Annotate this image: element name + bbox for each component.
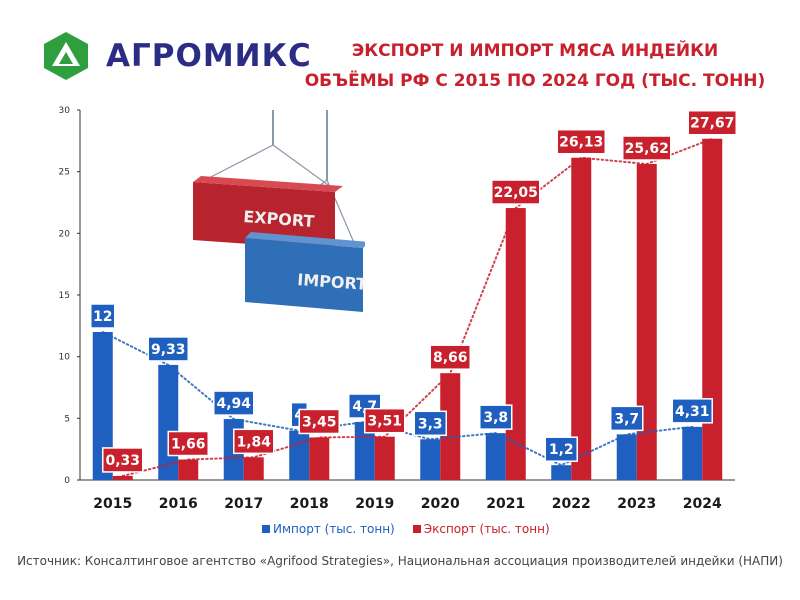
legend-swatch-import <box>262 525 270 533</box>
legend-item-import: Импорт (тыс. тонн) <box>262 522 395 536</box>
y-tick-label: 5 <box>64 414 70 424</box>
x-tick-label-2017: 2017 <box>224 496 263 512</box>
import-bar-2020 <box>420 439 441 480</box>
export-label-2024: 27,67 <box>690 116 734 132</box>
export-label-2016: 1,66 <box>171 437 206 453</box>
title-line-2: ОБЪЁМЫ РФ С 2015 ПО 2024 ГОД (ТЫС. ТОНН) <box>304 71 766 91</box>
import-label-2022-box <box>544 436 578 462</box>
export-label-2020: 8,66 <box>433 350 468 366</box>
export-label-2023-box <box>622 135 672 161</box>
import-bar-2023 <box>616 434 637 480</box>
import-bar-2021 <box>485 433 506 480</box>
y-tick-label: 25 <box>59 168 70 178</box>
export-label-2022: 26,13 <box>559 135 603 151</box>
import-label-2015: 12 <box>93 309 112 325</box>
import-bar-2024 <box>682 426 703 480</box>
export-bar-2017 <box>243 457 264 480</box>
x-tick-label-2020: 2020 <box>421 496 460 512</box>
y-tick-label: 20 <box>59 229 71 239</box>
brand-name: АГРОМИКС <box>106 38 312 74</box>
import-label-2024: 4,31 <box>675 404 710 420</box>
logo-hexagon-icon <box>44 32 88 80</box>
import-label-2023: 3,7 <box>614 411 639 427</box>
import-label-2016: 9,33 <box>151 342 186 358</box>
export-bar-2016 <box>178 459 199 480</box>
brand-logo: АГРОМИКС <box>40 30 312 82</box>
export-label-2018-box <box>298 408 340 435</box>
title-line-1: ЭКСПОРТ И ИМПОРТ МЯСА ИНДЕЙКИ <box>351 41 719 61</box>
import-label-2017: 4,94 <box>216 396 251 412</box>
export-label-2017-box <box>233 428 275 455</box>
export-label-2022-box <box>556 128 606 155</box>
import-bar-2015 <box>92 332 113 480</box>
y-tick-label: 10 <box>59 353 71 363</box>
export-label-2023: 25,62 <box>625 141 669 157</box>
legend-label-import: Импорт (тыс. тонн) <box>273 522 395 536</box>
legend-item-export: Экспорт (тыс. тонн) <box>412 522 550 536</box>
y-tick-label: 30 <box>59 106 71 116</box>
import-label-2015-box <box>90 303 116 329</box>
export-label-2024-box <box>687 109 737 136</box>
import-label-2022: 1,2 <box>549 442 574 458</box>
export-bar-2023 <box>636 164 657 480</box>
export-label-2015-box <box>102 447 144 473</box>
import-container-label: IMPORT <box>297 270 365 294</box>
x-tick-label-2015: 2015 <box>93 496 132 512</box>
x-tick-label-2024: 2024 <box>683 496 722 512</box>
y-tick-label: 0 <box>64 476 70 486</box>
x-tick-label-2021: 2021 <box>486 496 525 512</box>
x-tick-label-2018: 2018 <box>290 496 329 512</box>
import-label-2016-box <box>147 336 189 362</box>
import-label-2023-box <box>610 405 644 432</box>
export-container: EXPORT <box>193 176 343 250</box>
export-bar-2020 <box>440 373 461 480</box>
export-bar-2018 <box>309 437 330 480</box>
export-bar-2019 <box>374 436 395 480</box>
export-label-2021-box <box>491 179 541 205</box>
import-label-2021: 3,8 <box>483 410 508 426</box>
export-label-2019-box <box>364 407 406 434</box>
x-tick-label-2022: 2022 <box>552 496 591 512</box>
export-bar-2022 <box>571 157 592 481</box>
import-container: IMPORT <box>245 232 365 312</box>
export-label-2017: 1,84 <box>236 434 271 450</box>
import-label-2020: 3,3 <box>418 416 443 432</box>
x-tick-label-2016: 2016 <box>159 496 198 512</box>
export-trendline <box>121 137 714 477</box>
import-label-2017-box <box>213 390 255 416</box>
import-bar-2022 <box>551 465 572 480</box>
import-label-2020-box <box>413 410 447 437</box>
shipping-containers-illustration: EXPORT IMPORT <box>193 110 365 312</box>
export-label-2021: 22,05 <box>494 185 538 201</box>
x-tick-label-2019: 2019 <box>355 496 394 512</box>
export-label-2018: 3,45 <box>302 414 337 430</box>
export-label-2020-box <box>429 344 471 370</box>
export-bar-2015 <box>112 475 133 480</box>
legend-swatch-export <box>412 525 421 533</box>
x-tick-label-2023: 2023 <box>617 496 656 512</box>
chart-title: ЭКСПОРТ И ИМПОРТ МЯСА ИНДЕЙКИ ОБЪЁМЫ РФ … <box>300 36 770 96</box>
source-note: Источник: Консалтинговое агентство «Agri… <box>17 554 783 568</box>
import-label-2024-box <box>671 398 713 424</box>
y-tick-label: 15 <box>59 291 70 301</box>
import-bar-2018 <box>289 430 310 480</box>
export-bar-2024 <box>702 138 723 480</box>
import-label-2021-box <box>479 404 513 430</box>
legend-label-export: Экспорт (тыс. тонн) <box>423 522 550 536</box>
export-label-2019: 3,51 <box>367 414 402 430</box>
export-label-2015: 0,33 <box>105 453 140 469</box>
export-container-label: EXPORT <box>243 207 315 231</box>
chart-legend: Импорт (тыс. тонн) Экспорт (тыс. тонн) <box>262 522 550 536</box>
export-label-2016-box <box>167 430 209 457</box>
